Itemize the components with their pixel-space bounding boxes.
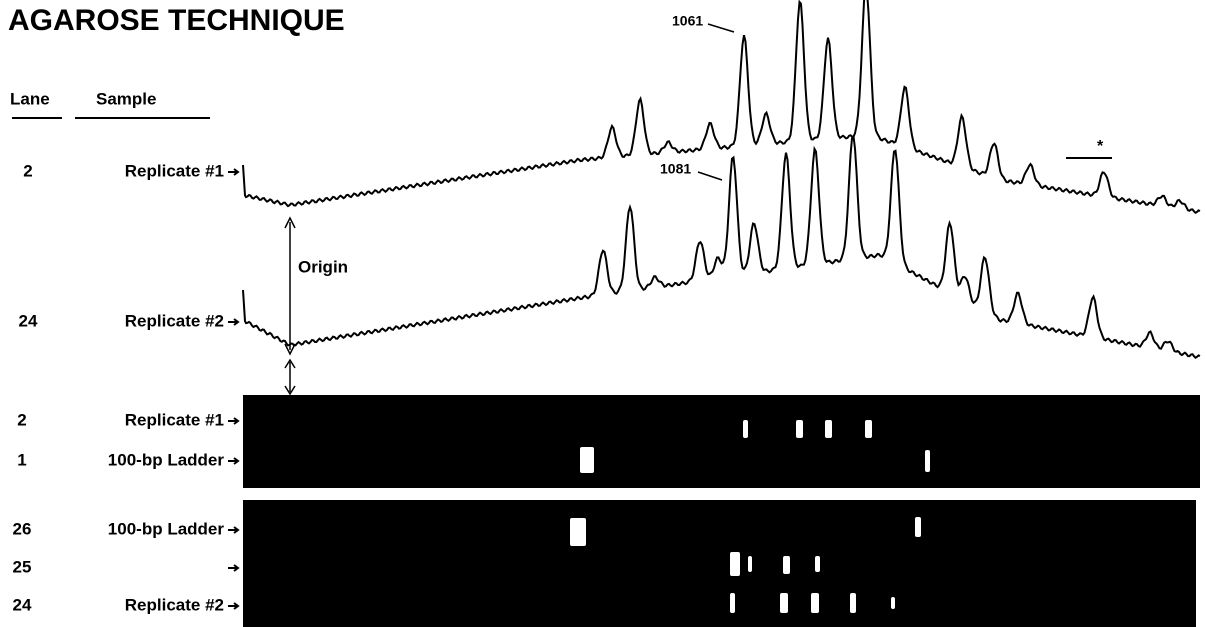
arrow: [228, 565, 238, 571]
sample-header: Sample: [96, 89, 156, 108]
origin-label: Origin: [298, 257, 348, 276]
band: [915, 517, 921, 537]
lane-number: 24: [13, 595, 32, 614]
band: [811, 593, 819, 613]
peak-pointer: [698, 172, 722, 180]
band: [865, 420, 872, 438]
marker: *: [1097, 138, 1104, 155]
lane-number: 25: [13, 557, 32, 576]
lane-number: 24: [19, 311, 38, 330]
band: [730, 593, 735, 613]
trace: [243, 136, 1200, 357]
rows: 2 Replicate #1 24 Replicate #2 2 Replicate #1…: [13, 161, 238, 614]
lane-number: 1: [17, 450, 26, 469]
sample-label: 100-bp Ladder: [108, 450, 225, 469]
title: AGAROSE TECHNIQUE: [8, 4, 345, 37]
sample-label: Replicate #1: [125, 410, 224, 429]
traces: [243, 0, 1200, 358]
band: [850, 593, 856, 613]
lane-header: Lane: [10, 89, 50, 108]
peak-label: 1081: [660, 161, 691, 177]
sample-label: Replicate #2: [125, 311, 224, 330]
band: [925, 450, 930, 472]
band: [891, 597, 895, 609]
arrow: [228, 603, 238, 609]
peak-pointer: [708, 24, 734, 32]
band: [570, 518, 586, 546]
band: [796, 420, 803, 438]
band: [783, 556, 790, 574]
sample-label: Replicate #2: [125, 595, 224, 614]
lane-number: 2: [17, 410, 26, 429]
gel: [243, 395, 1200, 488]
trace: [243, 0, 1200, 213]
figure: AGAROSE TECHNIQUE Lane Sample 1061 1081 …: [0, 0, 1205, 627]
band: [780, 593, 788, 613]
band: [825, 420, 832, 438]
peak-label: 1061: [672, 13, 703, 29]
arrow: [228, 319, 238, 325]
arrow: [228, 458, 238, 464]
sample-label: 100-bp Ladder: [108, 519, 225, 538]
arrow: [228, 527, 238, 533]
sample-label: Replicate #1: [125, 161, 224, 180]
arrow: [228, 169, 238, 175]
lane-number: 2: [23, 161, 32, 180]
band: [580, 447, 594, 473]
gel: [243, 500, 1196, 627]
band: [748, 556, 752, 572]
band: [815, 556, 820, 572]
band: [743, 420, 748, 438]
lane-number: 26: [13, 519, 32, 538]
band: [730, 552, 740, 576]
arrow: [228, 418, 238, 424]
